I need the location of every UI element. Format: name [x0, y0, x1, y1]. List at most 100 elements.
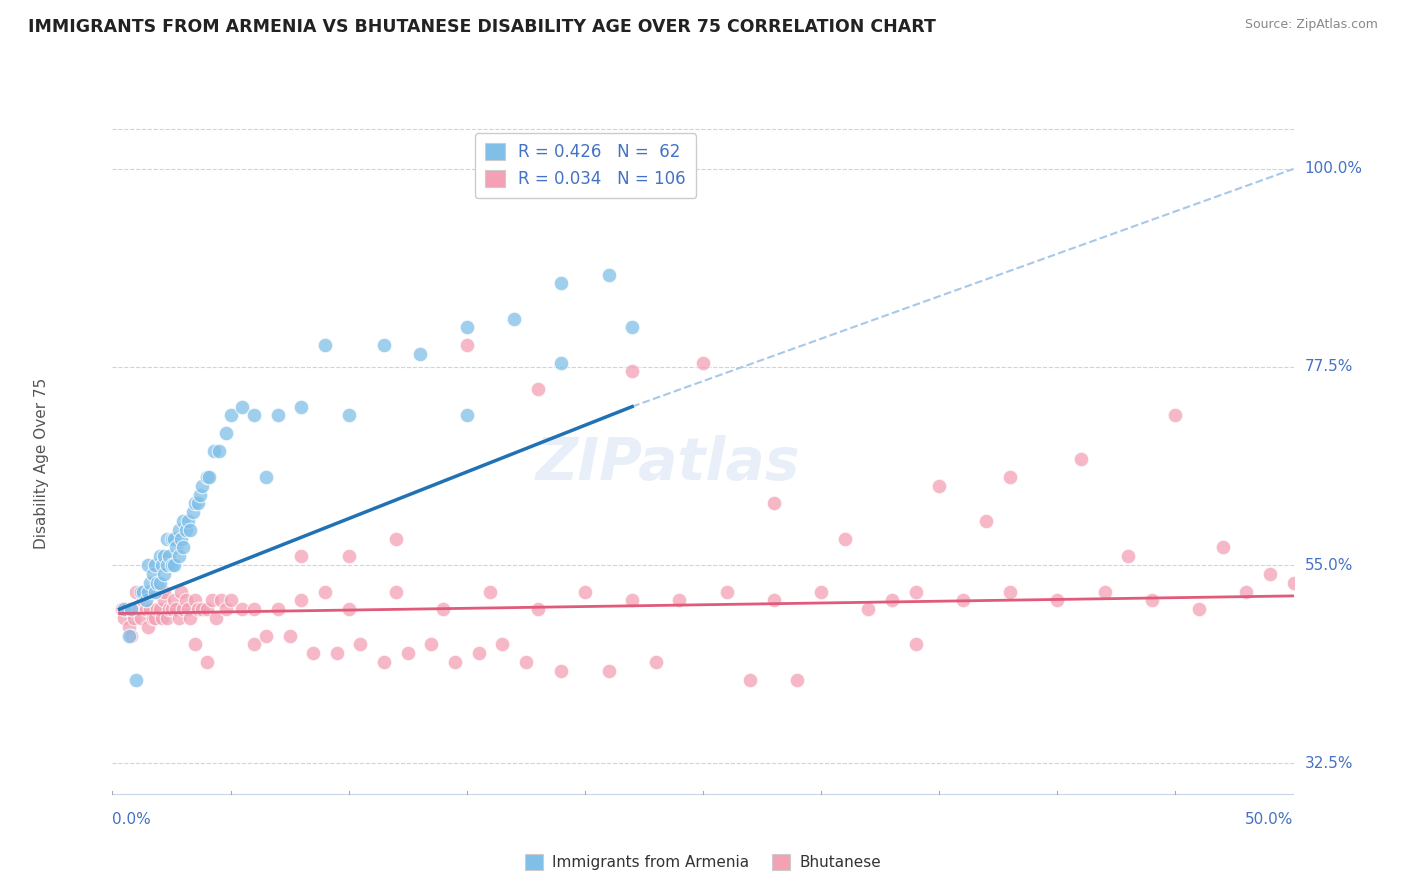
Point [1282, 575, 1305, 590]
Text: 77.5%: 77.5% [1305, 359, 1353, 375]
Point [243, 409, 266, 423]
Point [1116, 549, 1139, 564]
Text: 55.0%: 55.0% [1305, 558, 1353, 573]
Point [904, 637, 927, 651]
Point [503, 311, 526, 326]
Point [243, 637, 266, 651]
Point [157, 602, 180, 616]
Point [136, 558, 159, 573]
Point [644, 655, 666, 669]
Text: Disability Age Over 75: Disability Age Over 75 [34, 378, 49, 549]
Point [186, 602, 208, 616]
Point [1258, 566, 1281, 581]
Point [373, 655, 395, 669]
Point [349, 637, 371, 651]
Point [177, 602, 200, 616]
Text: 100.0%: 100.0% [1305, 161, 1362, 177]
Point [479, 584, 502, 599]
Point [810, 584, 832, 599]
Point [515, 655, 537, 669]
Point [172, 541, 194, 555]
Point [136, 584, 159, 599]
Point [668, 593, 690, 607]
Point [122, 611, 145, 625]
Point [621, 320, 644, 334]
Point [1070, 452, 1092, 467]
Point [149, 549, 172, 564]
Point [396, 646, 419, 660]
Point [143, 584, 166, 599]
Point [550, 277, 572, 291]
Point [165, 541, 187, 555]
Point [290, 593, 312, 607]
Point [125, 584, 148, 599]
Point [179, 611, 201, 625]
Point [385, 532, 408, 546]
Point [740, 673, 762, 687]
Point [156, 558, 179, 573]
Text: 0.0%: 0.0% [112, 812, 152, 827]
Point [129, 611, 152, 625]
Point [219, 409, 242, 423]
Point [112, 602, 135, 616]
Text: ZIPatlas: ZIPatlas [536, 435, 800, 492]
Point [149, 602, 172, 616]
Point [1140, 593, 1163, 607]
Point [172, 602, 194, 616]
Point [621, 364, 644, 378]
Point [786, 673, 808, 687]
Point [267, 409, 290, 423]
Text: Source: ZipAtlas.com: Source: ZipAtlas.com [1244, 18, 1378, 31]
Point [125, 673, 148, 687]
Point [163, 532, 186, 546]
Point [1234, 584, 1257, 599]
Point [762, 593, 785, 607]
Point [267, 602, 290, 616]
Point [456, 338, 478, 352]
Point [243, 602, 266, 616]
Point [142, 566, 165, 581]
Point [904, 584, 927, 599]
Point [834, 532, 856, 546]
Point [132, 584, 155, 599]
Point [156, 611, 179, 625]
Legend: Immigrants from Armenia, Bhutanese: Immigrants from Armenia, Bhutanese [519, 848, 887, 877]
Point [157, 549, 180, 564]
Point [952, 593, 974, 607]
Point [762, 496, 785, 510]
Point [1188, 602, 1211, 616]
Point [1212, 541, 1234, 555]
Point [716, 584, 738, 599]
Point [219, 593, 242, 607]
Point [598, 268, 620, 282]
Point [1164, 409, 1187, 423]
Point [1094, 584, 1116, 599]
Point [120, 628, 142, 642]
Point [205, 611, 228, 625]
Point [135, 602, 157, 616]
Point [115, 602, 138, 616]
Point [456, 409, 478, 423]
Point [186, 496, 208, 510]
Point [574, 584, 596, 599]
Point [467, 646, 489, 660]
Point [408, 347, 430, 361]
Point [150, 611, 173, 625]
Point [326, 646, 349, 660]
Point [184, 637, 207, 651]
Point [526, 382, 548, 396]
Point [143, 611, 166, 625]
Point [432, 602, 454, 616]
Point [153, 549, 176, 564]
Point [170, 532, 193, 546]
Point [998, 470, 1021, 484]
Point [198, 470, 221, 484]
Point [420, 637, 443, 651]
Point [160, 602, 183, 616]
Point [928, 479, 950, 493]
Point [135, 593, 157, 607]
Point [142, 611, 165, 625]
Point [337, 549, 360, 564]
Text: 32.5%: 32.5% [1305, 756, 1353, 771]
Point [165, 602, 187, 616]
